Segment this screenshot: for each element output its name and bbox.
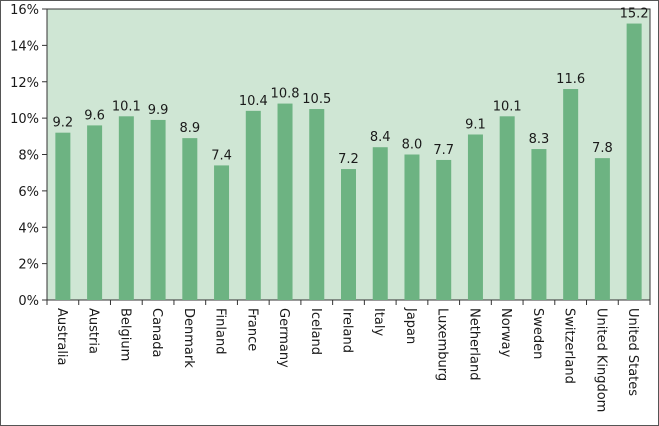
- data-label: 10.1: [493, 99, 522, 114]
- x-category-label: Ireland: [340, 308, 355, 353]
- x-category-label: Finland: [213, 308, 228, 354]
- x-category-label: Switzerland: [562, 308, 577, 384]
- bar: [182, 138, 198, 300]
- x-category-label: Netherland: [466, 308, 481, 380]
- data-label: 8.4: [370, 130, 391, 145]
- y-tick-label: 10%: [10, 112, 39, 127]
- y-tick-label: 14%: [10, 39, 39, 54]
- bar: [594, 158, 610, 300]
- data-label: 10.1: [112, 99, 141, 114]
- bar: [55, 132, 71, 300]
- x-category-label: United Kingdom: [593, 308, 608, 412]
- bar: [118, 116, 134, 301]
- data-labels: 9.2 9.6 10.1 9.9 8.9 7.4 10.4 10.8 10.5 7.2 8.4 8.0…: [53, 7, 649, 168]
- bar: [214, 165, 230, 300]
- x-category-label: Australia: [54, 308, 69, 366]
- x-category-label: Germany: [276, 308, 291, 368]
- bar: [436, 159, 452, 300]
- x-category-label: Sweden: [530, 308, 545, 359]
- x-category-label: Italy: [371, 308, 386, 337]
- data-label: 9.6: [84, 108, 105, 123]
- bar: [245, 110, 261, 300]
- data-label: 8.3: [529, 132, 550, 147]
- x-category-label: Luxemburg: [435, 308, 450, 381]
- y-tick-label: 12%: [10, 76, 39, 91]
- y-tick-label: 2%: [18, 258, 39, 273]
- bar: [404, 154, 420, 300]
- y-tick-label: 8%: [18, 149, 39, 164]
- y-tick-label: 6%: [18, 185, 39, 200]
- y-tick-label: 0%: [18, 294, 39, 309]
- x-category-label: Norway: [498, 308, 513, 358]
- y-axis: 0% 2% 4% 6% 8% 10% 12% 14% 16%: [10, 3, 47, 309]
- x-category-label: Denmark: [181, 308, 196, 368]
- data-label: 7.4: [211, 148, 232, 163]
- bar: [309, 109, 325, 300]
- bar: [372, 147, 388, 300]
- data-label: 10.4: [239, 94, 268, 109]
- data-label: 8.0: [402, 138, 423, 153]
- x-axis: Australia Austria Belgium Canada Denmark Finl…: [46, 300, 651, 412]
- data-label: 10.5: [302, 92, 331, 107]
- bar: [563, 89, 579, 301]
- y-tick-label: 4%: [18, 221, 39, 236]
- x-category-label: Canada: [149, 308, 164, 357]
- bar: [150, 119, 166, 300]
- bar: [499, 116, 515, 301]
- bar: [467, 134, 483, 300]
- bar: [87, 125, 103, 301]
- data-label: 10.8: [271, 87, 300, 102]
- x-category-label: Austria: [86, 308, 101, 354]
- x-category-label: United States: [625, 308, 640, 396]
- data-label: 7.8: [592, 141, 613, 156]
- x-category-label: France: [244, 308, 259, 351]
- data-label: 7.7: [433, 143, 454, 158]
- data-label: 7.2: [338, 152, 359, 167]
- data-label: 8.9: [179, 121, 200, 136]
- data-label: 11.6: [556, 72, 585, 87]
- bar: [626, 23, 642, 301]
- bars: [55, 23, 642, 301]
- data-label: 15.2: [620, 7, 649, 22]
- bar: [341, 169, 356, 300]
- data-label: 9.1: [465, 117, 486, 132]
- x-category-label: Belgium: [117, 308, 132, 361]
- x-category-label: Japan: [403, 307, 418, 344]
- y-tick-label: 16%: [10, 3, 39, 18]
- data-label: 9.9: [148, 103, 169, 118]
- data-label: 9.2: [53, 116, 74, 131]
- bar: [277, 103, 293, 300]
- x-category-label: Iceland: [308, 308, 323, 355]
- bar: [531, 149, 547, 300]
